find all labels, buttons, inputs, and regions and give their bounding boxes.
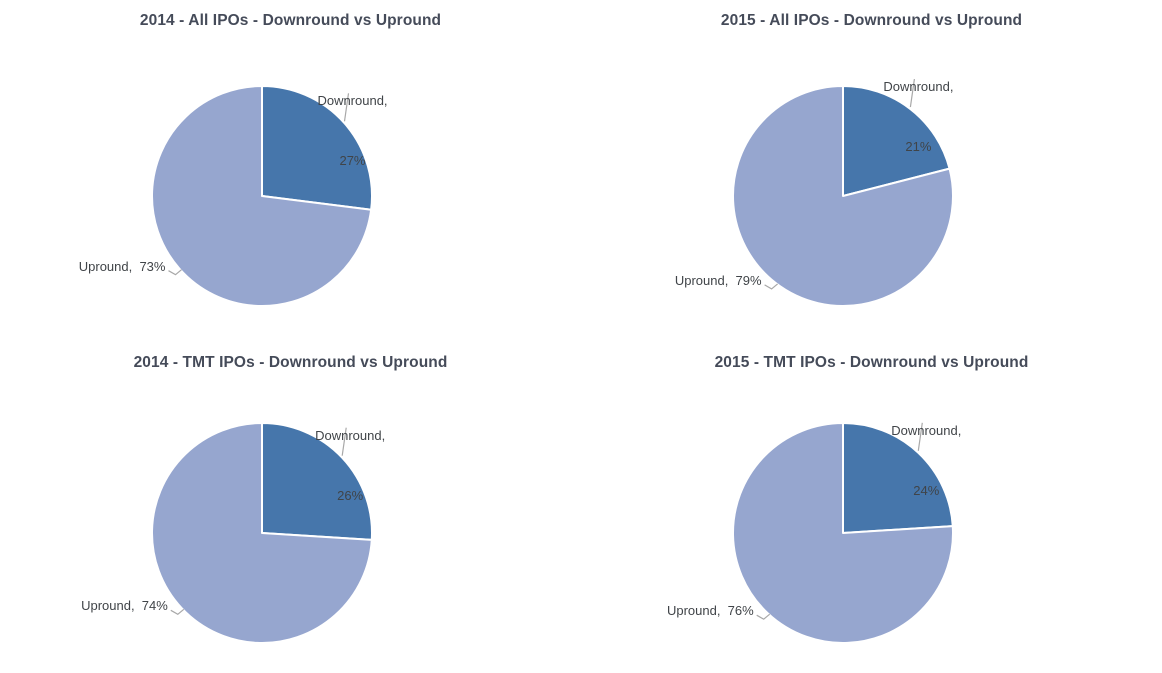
pie-chart-2015-tmt-ipos: 2015 - TMT IPOs - Downround vs Upround D…: [581, 337, 1162, 673]
pie-chart-2015-all-ipos: 2015 - All IPOs - Downround vs Upround D…: [581, 0, 1162, 336]
pie-slice-upround: [150, 422, 373, 644]
pie-slice-downround: [842, 85, 951, 197]
upround-data-label: Upround, 73%: [78, 258, 166, 274]
downround-data-label: Downround, 21%: [883, 37, 953, 197]
leader-line-downround: [341, 427, 347, 456]
downround-label-value: 26%: [337, 487, 364, 503]
leader-line-downround: [917, 422, 923, 451]
leader-line-downround: [343, 93, 350, 122]
downround-data-label: Downround, 27%: [317, 51, 387, 211]
leader-line-downround: [909, 79, 915, 108]
chart-title: 2014 - TMT IPOs - Downround vs Upround: [133, 354, 448, 371]
upround-data-label: Upround, 79%: [674, 272, 762, 288]
downround-label-category: Downround,: [315, 427, 386, 443]
pie-slice-upround: [731, 85, 954, 307]
downround-label-category: Downround,: [883, 79, 954, 95]
downround-label-value: 21%: [905, 139, 932, 155]
pie-graphic: [731, 79, 954, 307]
leader-line-upround: [170, 608, 185, 616]
pie-chart-2014-tmt-ipos: 2014 - TMT IPOs - Downround vs Upround D…: [0, 337, 581, 673]
pie-graphic: [731, 422, 954, 644]
chart-title: 2015 - TMT IPOs - Downround vs Upround: [714, 354, 1029, 371]
downround-data-label: Downround, 24%: [891, 381, 961, 541]
pie-slice-downround: [842, 422, 954, 534]
upround-data-label: Upround, 76%: [666, 603, 754, 619]
leader-line-upround: [764, 283, 778, 290]
leader-line-upround: [756, 613, 771, 620]
downround-data-label: Downround, 26%: [315, 386, 385, 546]
pie-slice-downround: [261, 85, 373, 211]
downround-label-category: Downround,: [317, 93, 388, 109]
downround-label-value: 24%: [913, 482, 940, 498]
chart-title: 2015 - All IPOs - Downround vs Upround: [720, 12, 1023, 29]
pie-slice-upround: [151, 85, 373, 307]
downround-label-value: 27%: [339, 153, 366, 169]
upround-data-label: Upround, 74%: [81, 598, 168, 614]
leader-line-upround: [168, 269, 182, 276]
pie-graphic: [151, 85, 373, 307]
downround-label-category: Downround,: [891, 422, 962, 438]
pie-slice-downround: [261, 422, 373, 541]
chart-title: 2014 - All IPOs - Downround vs Upround: [139, 12, 442, 29]
pie-slice-upround: [731, 422, 954, 644]
pie-chart-2014-all-ipos: 2014 - All IPOs - Downround vs Upround D…: [0, 0, 581, 336]
pie-graphic: [150, 422, 373, 644]
